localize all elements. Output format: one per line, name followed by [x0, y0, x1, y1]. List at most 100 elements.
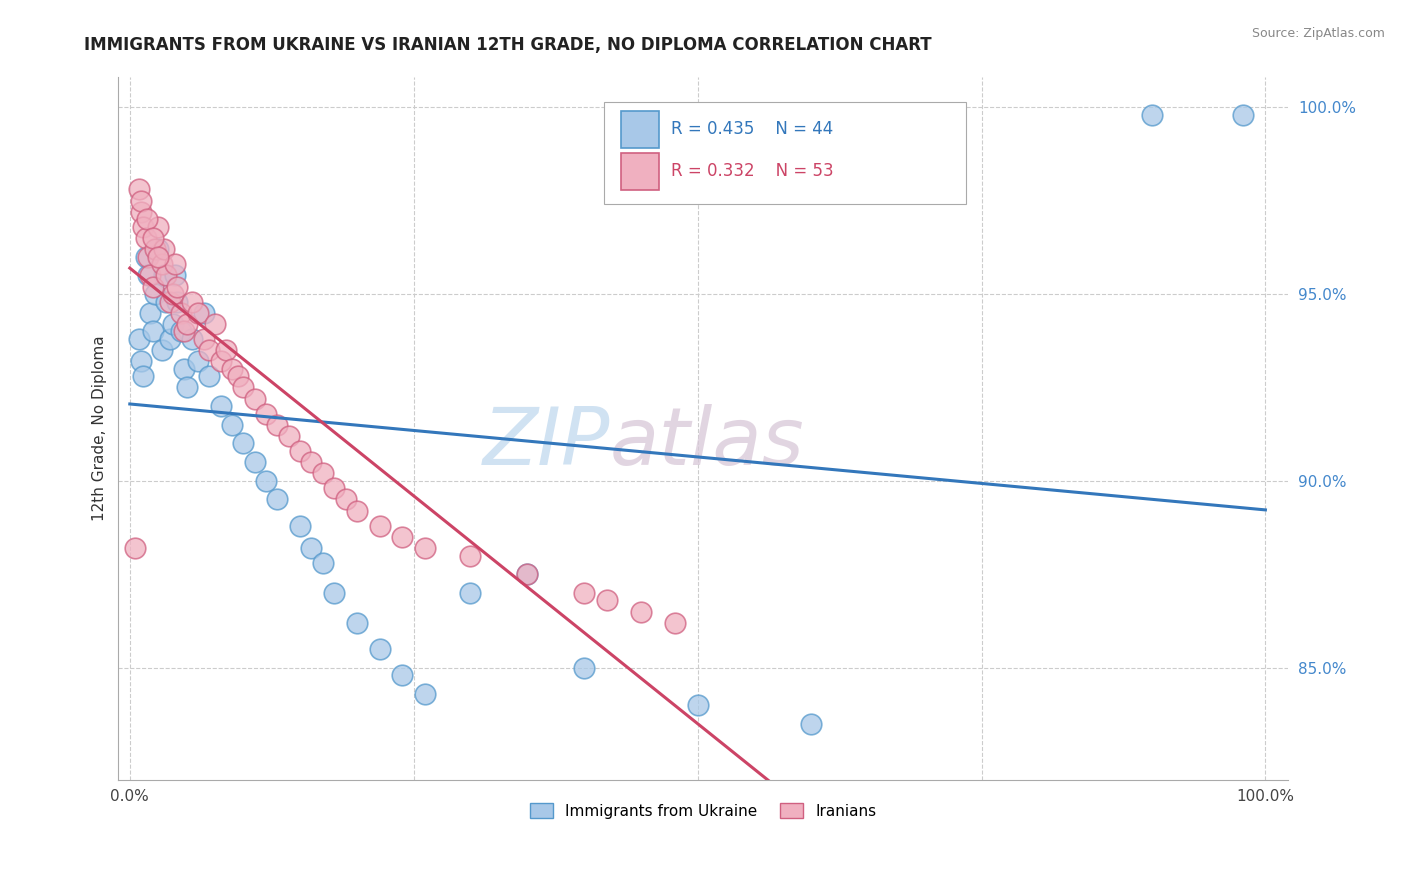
Point — [165, 268, 187, 283]
Point — [226, 369, 249, 384]
Point — [153, 268, 176, 283]
Point — [198, 369, 221, 384]
Point — [155, 294, 177, 309]
Point — [368, 518, 391, 533]
Point — [301, 455, 323, 469]
Point — [312, 556, 335, 570]
Point — [141, 279, 163, 293]
Text: R = 0.332    N = 53: R = 0.332 N = 53 — [671, 161, 834, 180]
Point — [243, 455, 266, 469]
Point — [166, 279, 188, 293]
Point — [215, 343, 238, 357]
Point — [232, 436, 254, 450]
Point — [335, 492, 357, 507]
Point — [148, 250, 170, 264]
Point — [132, 369, 155, 384]
Point — [159, 294, 181, 309]
Point — [664, 615, 686, 630]
Point — [153, 242, 176, 256]
Point — [460, 586, 482, 600]
Point — [221, 417, 243, 432]
Point — [141, 325, 163, 339]
Point — [266, 417, 288, 432]
Point — [301, 541, 323, 555]
Point — [391, 668, 413, 682]
Point — [800, 716, 823, 731]
Point — [176, 380, 198, 394]
Point — [232, 380, 254, 394]
Point — [312, 467, 335, 481]
Point — [139, 268, 162, 283]
FancyBboxPatch shape — [621, 153, 659, 190]
Point — [129, 354, 152, 368]
Point — [346, 615, 368, 630]
Point — [181, 332, 204, 346]
Point — [128, 182, 150, 196]
Point — [150, 343, 173, 357]
Point — [254, 474, 277, 488]
Point — [166, 294, 188, 309]
Point — [572, 660, 595, 674]
Point — [150, 257, 173, 271]
Point — [132, 219, 155, 234]
Y-axis label: 12th Grade, No Diploma: 12th Grade, No Diploma — [93, 335, 107, 521]
Point — [277, 429, 299, 443]
Point — [254, 407, 277, 421]
Point — [148, 219, 170, 234]
Point — [135, 231, 157, 245]
Point — [368, 641, 391, 656]
Legend: Immigrants from Ukraine, Iranians: Immigrants from Ukraine, Iranians — [524, 797, 883, 824]
Point — [124, 541, 146, 555]
FancyBboxPatch shape — [603, 102, 966, 204]
Point — [162, 287, 184, 301]
Point — [139, 306, 162, 320]
Point — [193, 332, 215, 346]
Point — [155, 268, 177, 283]
Point — [209, 399, 232, 413]
Point — [288, 518, 311, 533]
Point — [413, 541, 436, 555]
Point — [346, 504, 368, 518]
Point — [516, 567, 538, 582]
Point — [135, 250, 157, 264]
Point — [221, 361, 243, 376]
Point — [323, 481, 346, 495]
Text: R = 0.435    N = 44: R = 0.435 N = 44 — [671, 120, 832, 137]
Text: IMMIGRANTS FROM UKRAINE VS IRANIAN 12TH GRADE, NO DIPLOMA CORRELATION CHART: IMMIGRANTS FROM UKRAINE VS IRANIAN 12TH … — [84, 36, 932, 54]
Point — [176, 317, 198, 331]
Point — [204, 317, 226, 331]
Point — [181, 294, 204, 309]
Point — [572, 586, 595, 600]
Point — [143, 287, 166, 301]
Point — [159, 332, 181, 346]
Point — [243, 392, 266, 406]
Point — [198, 343, 221, 357]
Point — [516, 567, 538, 582]
Point — [630, 605, 652, 619]
Point — [129, 194, 152, 208]
Point — [187, 306, 209, 320]
Point — [170, 306, 193, 320]
Text: Source: ZipAtlas.com: Source: ZipAtlas.com — [1251, 27, 1385, 40]
Point — [135, 212, 157, 227]
Point — [596, 593, 619, 607]
Point — [136, 250, 159, 264]
Point — [209, 354, 232, 368]
Point — [323, 586, 346, 600]
Point — [128, 332, 150, 346]
Point — [129, 205, 152, 219]
Point — [288, 444, 311, 458]
Point — [193, 306, 215, 320]
Point — [173, 325, 195, 339]
Point — [1232, 108, 1254, 122]
Point — [162, 317, 184, 331]
Point — [413, 687, 436, 701]
Point — [266, 492, 288, 507]
Point — [148, 242, 170, 256]
Point — [173, 361, 195, 376]
Point — [165, 257, 187, 271]
Point — [686, 698, 709, 712]
Point — [460, 549, 482, 563]
FancyBboxPatch shape — [621, 112, 659, 148]
Point — [391, 530, 413, 544]
